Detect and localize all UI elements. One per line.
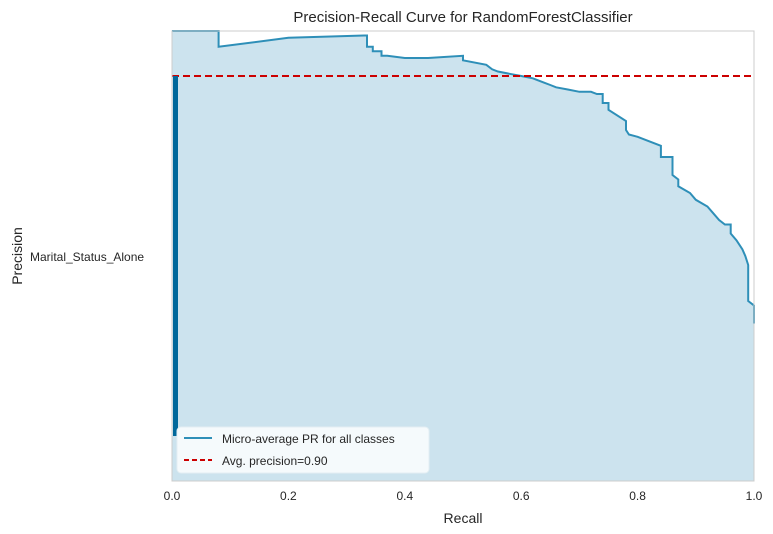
x-axis-label: Recall [444, 510, 483, 526]
legend-entry-avg-precision: Avg. precision=0.90 [222, 454, 328, 468]
axes-frame [171, 30, 755, 482]
x-tick-label: 0.2 [280, 489, 297, 503]
x-tick-label: 0.0 [164, 489, 181, 503]
class-marker-bar [173, 76, 178, 436]
legend: Micro-average PR for all classes Avg. pr… [176, 426, 430, 474]
x-tick-label: 0.4 [396, 489, 413, 503]
pr-curve-line [172, 30, 755, 324]
pr-area-fill [172, 31, 754, 481]
legend-box [176, 426, 430, 474]
plot-area [171, 30, 755, 482]
y-axis-label: Precision [9, 227, 25, 285]
y-class-label: Marital_Status_Alone [30, 250, 144, 264]
x-tick-label: 1.0 [746, 489, 763, 503]
chart-title: Precision-Recall Curve for RandomForestC… [293, 9, 632, 26]
x-tick-label: 0.6 [513, 489, 530, 503]
x-axis-ticks: 0.0 0.2 0.4 0.6 0.8 1.0 [164, 489, 763, 503]
x-tick-label: 0.8 [629, 489, 646, 503]
legend-entry-micro-average: Micro-average PR for all classes [222, 432, 395, 446]
